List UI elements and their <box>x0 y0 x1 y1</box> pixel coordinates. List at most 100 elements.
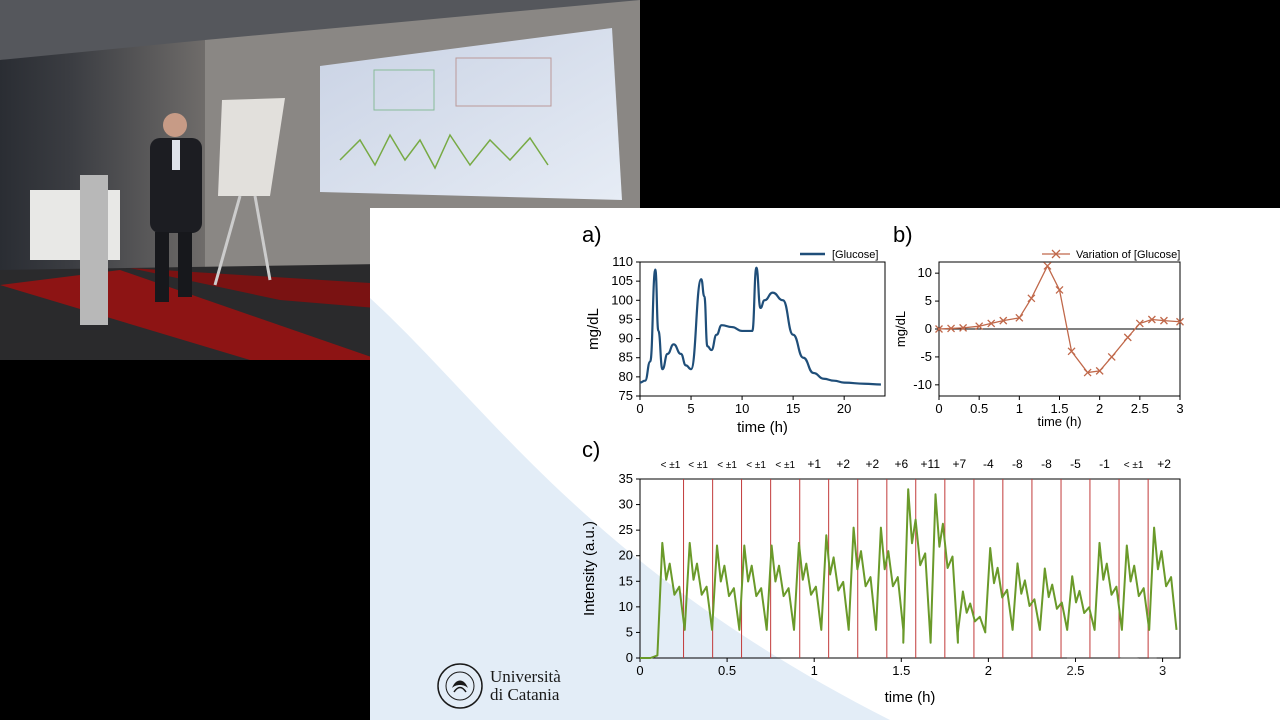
segment-label: +2 <box>865 457 879 471</box>
projection-screen <box>320 28 622 200</box>
data-point-marker <box>1055 285 1064 294</box>
y-tick-label: 5 <box>925 293 932 308</box>
glucose-line <box>639 266 881 386</box>
room-scene <box>0 0 640 360</box>
x-tick-label: 5 <box>687 401 694 416</box>
legend-marker <box>1051 249 1061 259</box>
y-tick-label: 85 <box>619 350 633 365</box>
flipchart <box>218 98 285 196</box>
x-tick-label: 0.5 <box>970 401 988 416</box>
data-point-marker <box>1083 368 1092 377</box>
x-tick-label: 1.5 <box>892 663 910 678</box>
y-axis-label: mg/dL <box>585 308 602 350</box>
y-axis-label: Intensity (a.u.) <box>581 521 598 616</box>
presenter <box>150 113 202 302</box>
segment-label: < ±1 <box>1124 460 1144 471</box>
legend-label: [Glucose] <box>832 249 878 261</box>
panel-label: b) <box>893 222 913 247</box>
x-tick-label: 0 <box>636 401 643 416</box>
y-tick-label: 105 <box>611 273 633 288</box>
data-point-marker <box>1123 333 1132 342</box>
plot-frame <box>639 478 1181 659</box>
segment-label: -5 <box>1070 457 1081 471</box>
data-point-marker <box>1159 316 1168 325</box>
segment-label: < ±1 <box>688 460 708 471</box>
y-tick-label: 100 <box>611 292 633 307</box>
data-point-marker <box>1095 366 1104 375</box>
panel-label: c) <box>582 437 600 462</box>
x-tick-label: 10 <box>735 401 749 416</box>
data-point-marker <box>1107 352 1116 361</box>
university-logo-text: Università di Catania <box>490 668 561 704</box>
x-tick-label: 0.5 <box>718 663 736 678</box>
variation-line <box>938 264 1181 374</box>
x-tick-label: 2 <box>985 663 992 678</box>
segment-label: -8 <box>1041 457 1052 471</box>
data-point-marker <box>935 325 943 333</box>
y-tick-label: 15 <box>619 573 633 588</box>
data-point-marker <box>1015 313 1024 322</box>
x-tick-label: 20 <box>837 401 851 416</box>
x-tick-label: 0 <box>636 663 643 678</box>
x-tick-label: 2 <box>1096 401 1103 416</box>
segment-label: -8 <box>1012 457 1023 471</box>
segment-label: +7 <box>953 457 967 471</box>
panel-label: a) <box>582 222 602 247</box>
x-tick-label: 1 <box>1016 401 1023 416</box>
segment-label: < ±1 <box>661 460 681 471</box>
logo-line1: Università <box>490 667 561 686</box>
segment-label: +2 <box>836 457 850 471</box>
camera-view <box>0 0 640 360</box>
y-tick-label: -10 <box>913 377 932 392</box>
data-point-marker <box>1067 347 1076 356</box>
segment-label: +2 <box>1157 457 1171 471</box>
y-tick-label: 95 <box>619 311 633 326</box>
data-point-marker <box>1027 294 1036 303</box>
data-point-marker <box>987 319 996 328</box>
segment-label: -1 <box>1099 457 1110 471</box>
y-tick-label: 90 <box>619 331 633 346</box>
segment-label: +6 <box>894 457 908 471</box>
segment-label: < ±1 <box>746 460 766 471</box>
segment-label: +1 <box>807 457 821 471</box>
x-tick-label: 2.5 <box>1066 663 1084 678</box>
x-tick-label: 3 <box>1159 663 1166 678</box>
y-tick-label: 0 <box>925 321 932 336</box>
y-tick-label: 25 <box>619 522 633 537</box>
x-tick-label: 15 <box>786 401 800 416</box>
data-point-marker <box>1176 317 1184 326</box>
intensity-line <box>640 488 1178 659</box>
y-tick-label: -5 <box>920 349 932 364</box>
legend-label: Variation of [Glucose] <box>1076 249 1180 261</box>
slide-background-swoosh <box>370 298 890 720</box>
x-tick-label: 1 <box>811 663 818 678</box>
y-tick-label: 5 <box>626 624 633 639</box>
segment-label: < ±1 <box>717 460 737 471</box>
x-tick-label: 0 <box>935 401 942 416</box>
watermark: InShOt <box>1062 649 1238 700</box>
data-point-marker <box>1147 315 1156 324</box>
y-tick-label: 10 <box>619 599 633 614</box>
segment-label: -4 <box>983 457 994 471</box>
y-tick-label: 80 <box>619 369 633 384</box>
y-tick-label: 10 <box>918 265 932 280</box>
logo-line2: di Catania <box>490 685 560 704</box>
y-tick-label: 110 <box>612 254 633 269</box>
chart-panel-b: 0 0.5 1 1.5 2 2.5 3 -10 -5 0 5 10 time (h) mg/dL b) Var… <box>893 222 1184 429</box>
x-axis-label: time (h) <box>885 689 936 706</box>
data-point-marker <box>947 324 956 333</box>
y-axis-label: mg/dL <box>893 311 908 347</box>
slide-view: 0 5 10 15 20 75 80 85 90 95 100 105 110 time (h) mg/dL… <box>370 208 1280 720</box>
university-seal-icon <box>437 663 483 709</box>
y-tick-label: 0 <box>626 650 633 665</box>
data-point-marker <box>1043 261 1052 270</box>
segment-label: +11 <box>921 457 941 471</box>
plot-frame <box>639 261 886 397</box>
x-tick-label: 3 <box>1176 401 1183 416</box>
y-tick-label: 20 <box>619 548 633 563</box>
y-tick-label: 75 <box>619 388 633 403</box>
data-point-marker <box>975 322 984 331</box>
segment-label: < ±1 <box>775 460 795 471</box>
